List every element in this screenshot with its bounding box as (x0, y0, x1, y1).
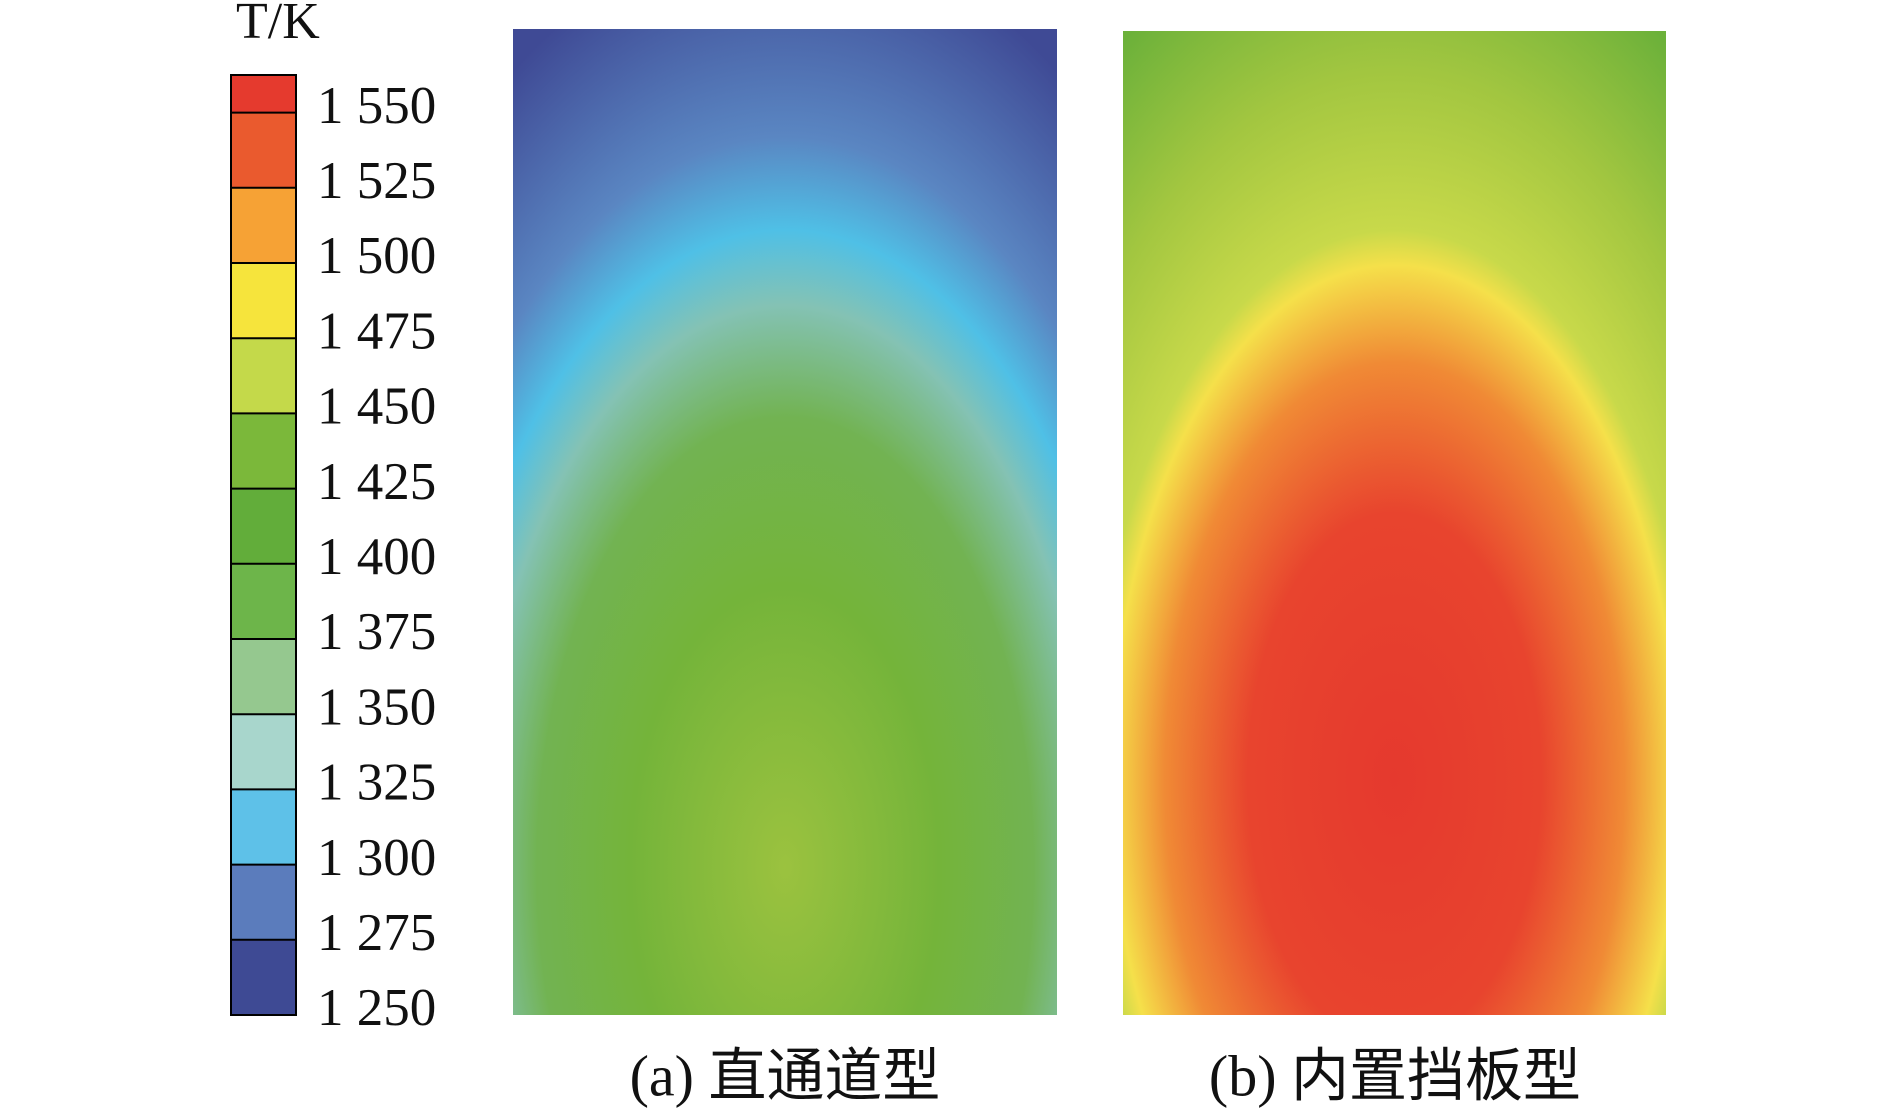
panel-caption: (a) 直通道型 (630, 1043, 941, 1108)
tick-label: 1 350 (317, 678, 436, 736)
colorbar-band (231, 112, 296, 188)
tick-label: 1 250 (317, 979, 436, 1037)
colorbar-band (231, 563, 296, 639)
colorbar-band (231, 413, 296, 489)
colorbar-band (231, 263, 296, 339)
colorbar-band (231, 338, 296, 414)
field-panel-b (1123, 31, 1666, 1015)
tick-label: 1 300 (317, 829, 436, 887)
tick-label: 1 275 (317, 904, 436, 962)
tick-label: 1 525 (317, 152, 436, 210)
tick-label: 1 325 (317, 754, 436, 812)
colorbar-band (231, 75, 296, 113)
colorbar-band (231, 714, 296, 790)
tick-label: 1 475 (317, 302, 436, 360)
panel-caption: (b) 内置挡板型 (1209, 1043, 1581, 1108)
colorbar-band (231, 939, 296, 1015)
tick-label: 1 375 (317, 603, 436, 661)
tick-label: 1 425 (317, 453, 436, 511)
tick-label: 1 500 (317, 227, 436, 285)
colorbar-band (231, 187, 296, 263)
colorbar-band (231, 864, 296, 940)
colorbar-frame (230, 74, 297, 1016)
tick-label: 1 450 (317, 378, 436, 436)
colorbar-band (231, 639, 296, 715)
colorbar-band (231, 789, 296, 865)
field-panel-a (513, 29, 1057, 1015)
tick-label: 1 400 (317, 528, 436, 586)
colorbar-band (231, 488, 296, 564)
tick-label: 1 550 (317, 77, 436, 135)
colorbar-title: T/K (236, 0, 320, 50)
